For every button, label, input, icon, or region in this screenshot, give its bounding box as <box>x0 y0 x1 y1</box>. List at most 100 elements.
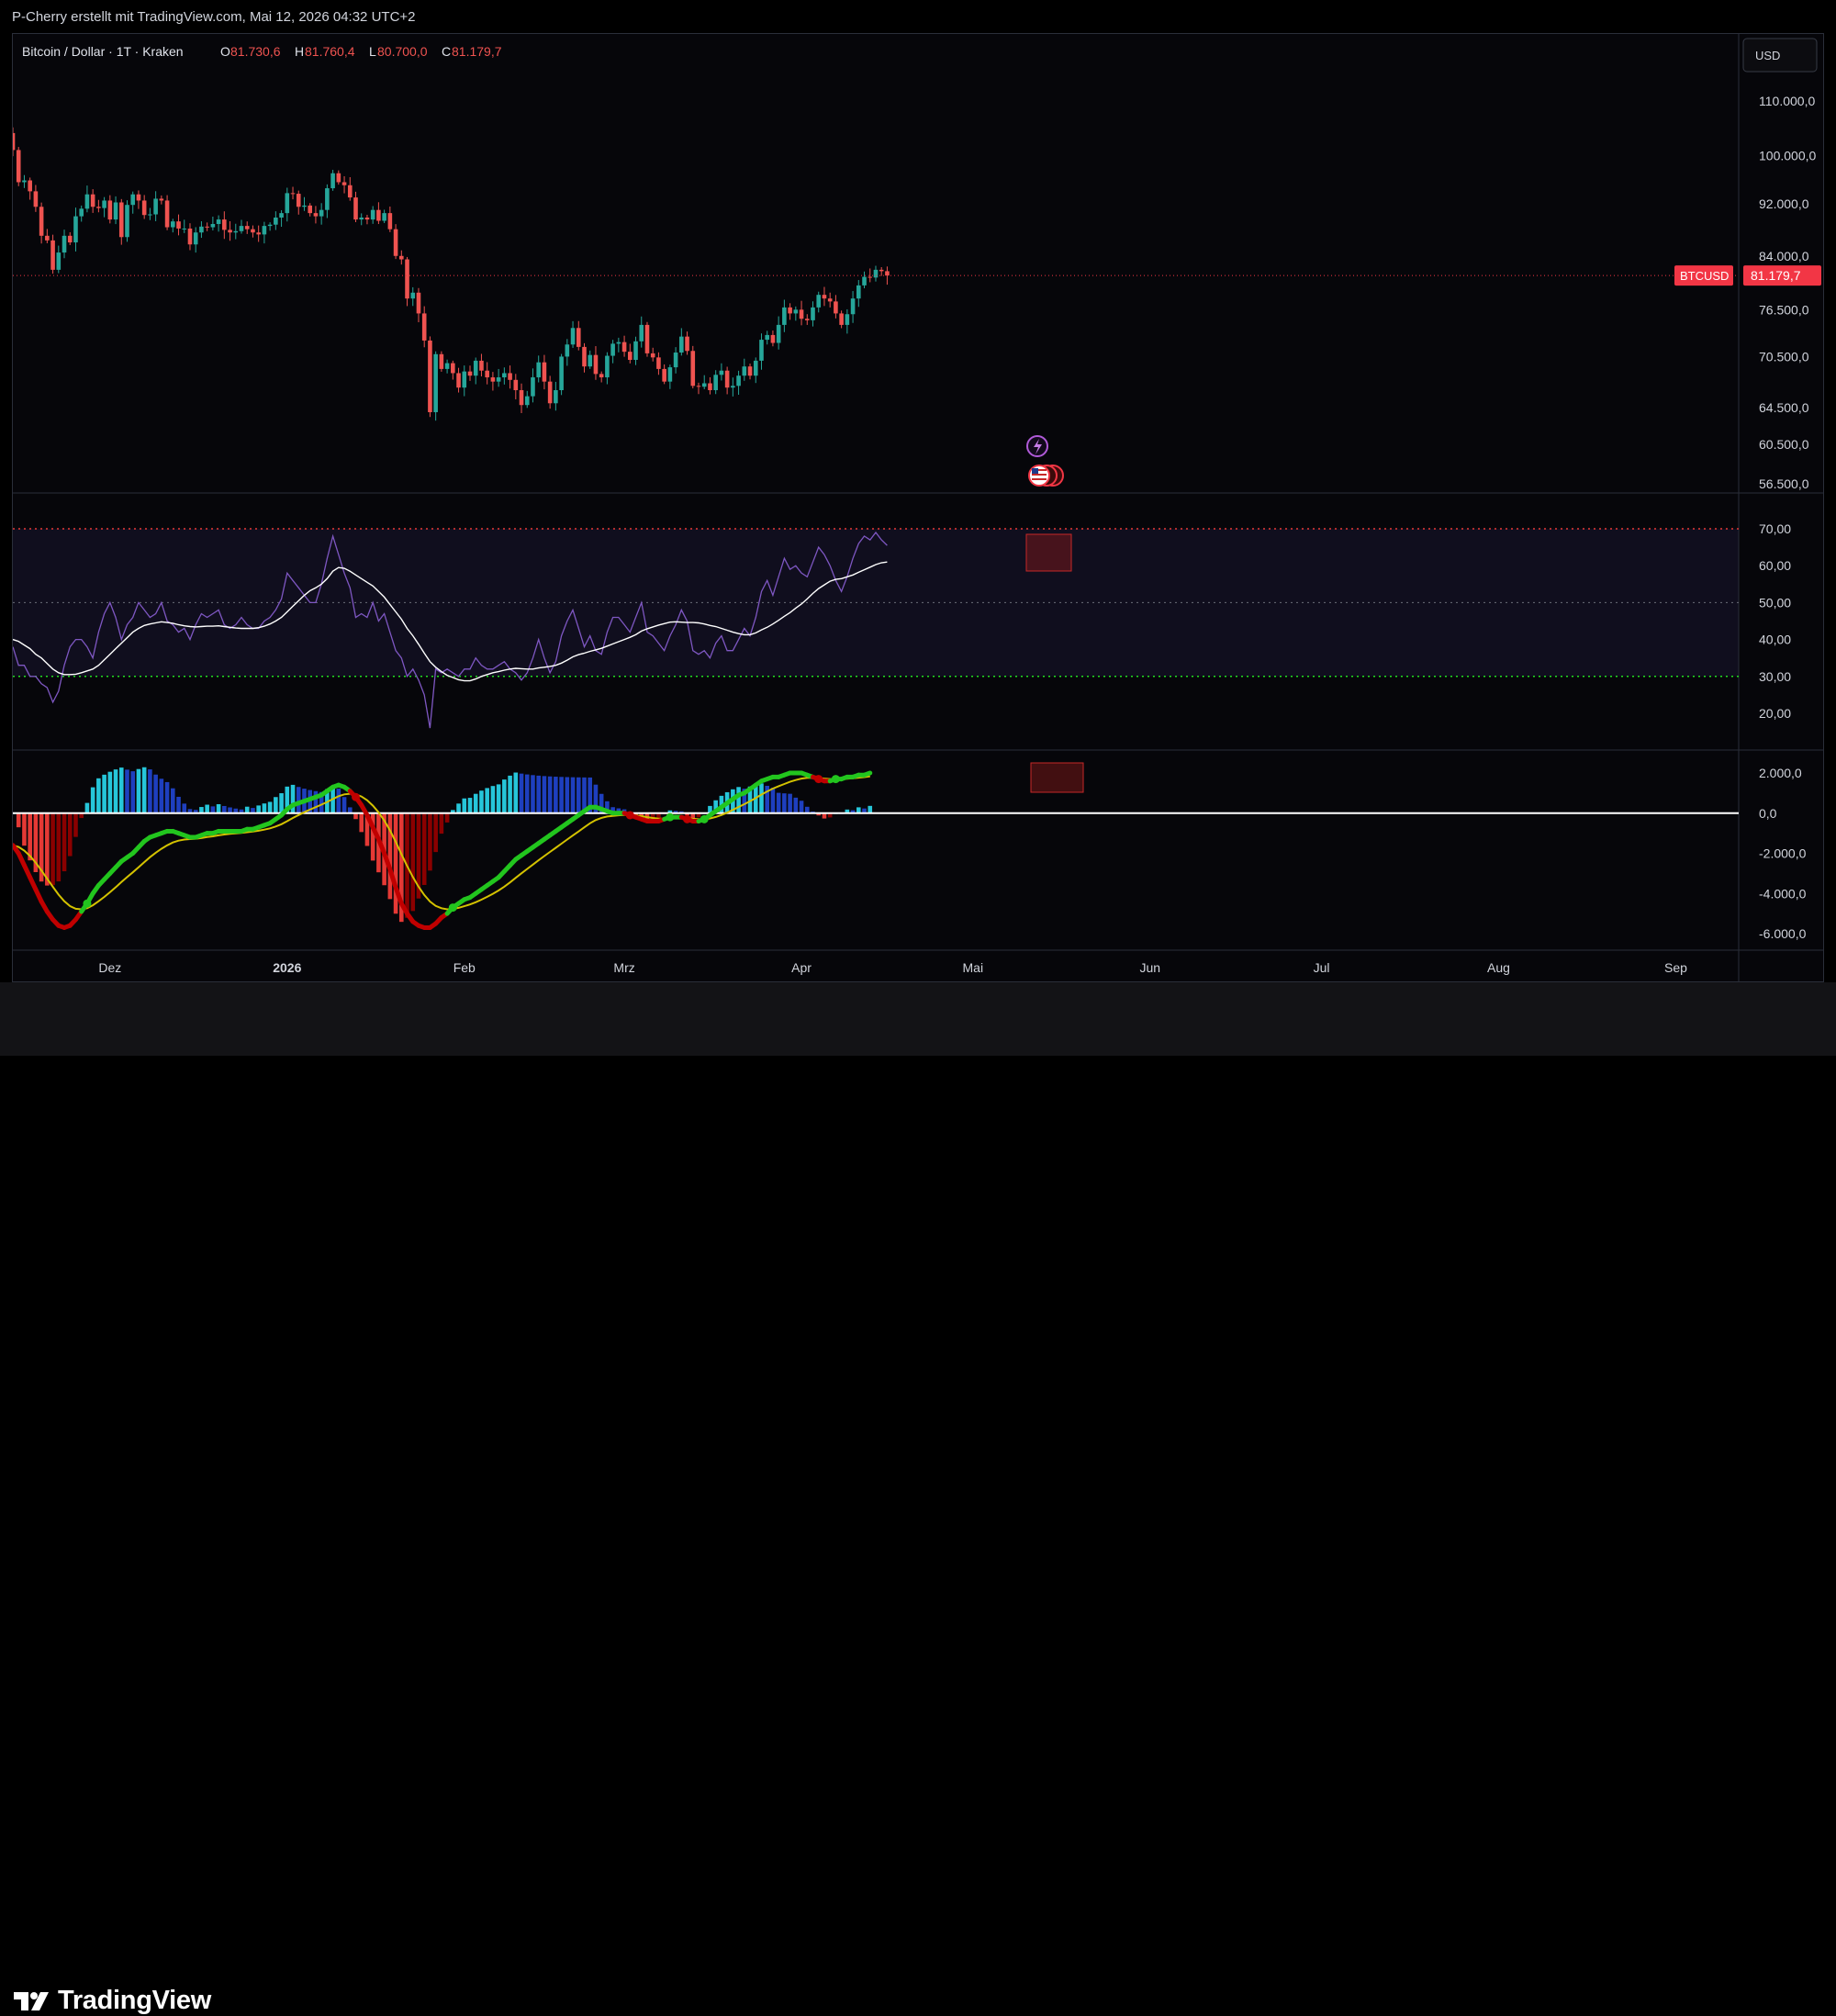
macd-histogram-bar <box>593 784 599 813</box>
candle-body <box>118 202 124 238</box>
candle-body <box>456 373 461 388</box>
macd-pane[interactable] <box>13 767 1739 930</box>
macd-histogram-bar <box>416 812 421 899</box>
candle-body <box>845 314 850 325</box>
candle-body <box>141 200 147 216</box>
macd-histogram-bar <box>279 793 284 813</box>
rsi-annotation-box[interactable] <box>1025 533 1072 572</box>
macd-histogram-bar <box>244 806 250 813</box>
candle-body <box>850 298 856 315</box>
candle-body <box>524 396 530 406</box>
macd-histogram-bar <box>868 805 873 813</box>
time-tick-label: Jun <box>1139 960 1160 975</box>
macd-histogram-bar <box>67 812 73 857</box>
macd-histogram-bar <box>22 812 27 846</box>
candle-body <box>467 371 473 376</box>
macd-histogram-bar <box>182 803 187 813</box>
candle-body <box>45 235 50 241</box>
candle-body <box>708 383 712 391</box>
candle-body <box>107 200 113 220</box>
macd-histogram-bar <box>673 811 678 813</box>
macd-line-segment <box>862 770 873 778</box>
price-badge: BTCUSD 81.179,7 <box>1674 265 1821 286</box>
macd-histogram-bar <box>113 769 118 813</box>
macd-histogram-bar <box>850 810 856 813</box>
candle-body <box>747 366 753 376</box>
candle-body <box>33 191 39 207</box>
macd-histogram-bar <box>319 791 324 813</box>
candle-body <box>628 352 633 361</box>
candle-body <box>690 351 696 386</box>
candle-body <box>90 194 95 207</box>
tradingview-logo[interactable]: TradingView <box>14 1986 211 2016</box>
legend-high-value: 81.760,4 <box>305 44 355 59</box>
macd-histogram-bar <box>588 777 593 813</box>
time-tick-label: Mai <box>963 960 984 975</box>
macd-histogram-bar <box>582 777 587 813</box>
price-pane[interactable] <box>13 127 1739 421</box>
macd-histogram-bar <box>274 797 278 813</box>
rsi-pane[interactable] <box>13 528 1739 729</box>
macd-cross-dot <box>625 811 634 820</box>
time-tick-label: Dez <box>98 960 121 975</box>
tradingview-logo-icon <box>14 1991 49 2010</box>
candle-body <box>856 285 861 299</box>
macd-histogram-bar <box>296 787 301 813</box>
chart-frame[interactable]: 110.000,0 100.000,0 92.000,0 84.000,0 76.500… <box>12 33 1824 982</box>
macd-histogram-bar <box>107 771 113 813</box>
currency-button[interactable] <box>1742 38 1818 73</box>
macd-histogram-bar <box>239 809 244 813</box>
candle-body <box>799 309 804 319</box>
candle-body <box>570 328 576 345</box>
macd-histogram-bar <box>84 802 90 813</box>
macd-line-segment <box>387 867 398 890</box>
candle-body <box>353 197 358 220</box>
candle-body <box>508 373 512 380</box>
us-flag-event-icon[interactable] <box>1028 465 1064 487</box>
macd-histogram-bar <box>690 812 696 819</box>
time-tick-label: Mrz <box>613 960 634 975</box>
legend-symbol: Bitcoin / Dollar · 1T · Kraken <box>22 44 184 59</box>
macd-histogram-bar <box>531 775 535 813</box>
lightning-event-icon[interactable] <box>1026 435 1048 457</box>
macd-annotation-box[interactable] <box>1030 762 1084 793</box>
candle-body <box>490 377 496 382</box>
legend-open-value: 81.730,6 <box>230 44 281 59</box>
price-tick-label: 84.000,0 <box>1759 249 1809 263</box>
macd-histogram-bar <box>542 776 547 813</box>
candle-body <box>16 150 21 183</box>
macd-histogram-bar <box>696 812 701 818</box>
time-tick-label: Apr <box>791 960 812 975</box>
macd-histogram-bar <box>159 778 164 813</box>
candle-body <box>182 228 187 230</box>
macd-histogram-bar <box>171 788 175 813</box>
chart-canvas[interactable]: 110.000,0 100.000,0 92.000,0 84.000,0 76.500… <box>13 34 1823 981</box>
macd-tick-label: -6.000,0 <box>1759 926 1807 941</box>
candle-body <box>793 309 799 314</box>
candle-body <box>393 229 398 256</box>
candle-body <box>479 360 484 371</box>
macd-histogram-bar <box>233 808 239 813</box>
candle-body <box>382 213 386 221</box>
macd-histogram-bar <box>856 807 861 813</box>
macd-histogram-bar <box>519 773 524 813</box>
time-tick-label: Aug <box>1487 960 1510 975</box>
candle-body <box>621 342 627 353</box>
candle-body <box>67 235 73 243</box>
rsi-tick-label: 20,00 <box>1759 706 1791 721</box>
tradingview-logo-text: TradingView <box>58 1986 211 2015</box>
candle-body <box>776 324 781 343</box>
macd-cross-dot <box>700 814 709 823</box>
candle-body <box>205 226 209 228</box>
candle-body <box>804 319 810 320</box>
macd-histogram-bar <box>827 812 833 818</box>
macd-histogram-bar <box>308 790 312 813</box>
candle-body <box>330 173 335 189</box>
candle-body <box>267 224 273 227</box>
macd-histogram-bar <box>336 789 341 813</box>
macd-histogram-bar <box>421 812 427 885</box>
candle-body <box>274 217 278 225</box>
macd-histogram-bar <box>444 812 450 823</box>
candle-body <box>873 269 879 278</box>
candle-body <box>782 307 787 325</box>
